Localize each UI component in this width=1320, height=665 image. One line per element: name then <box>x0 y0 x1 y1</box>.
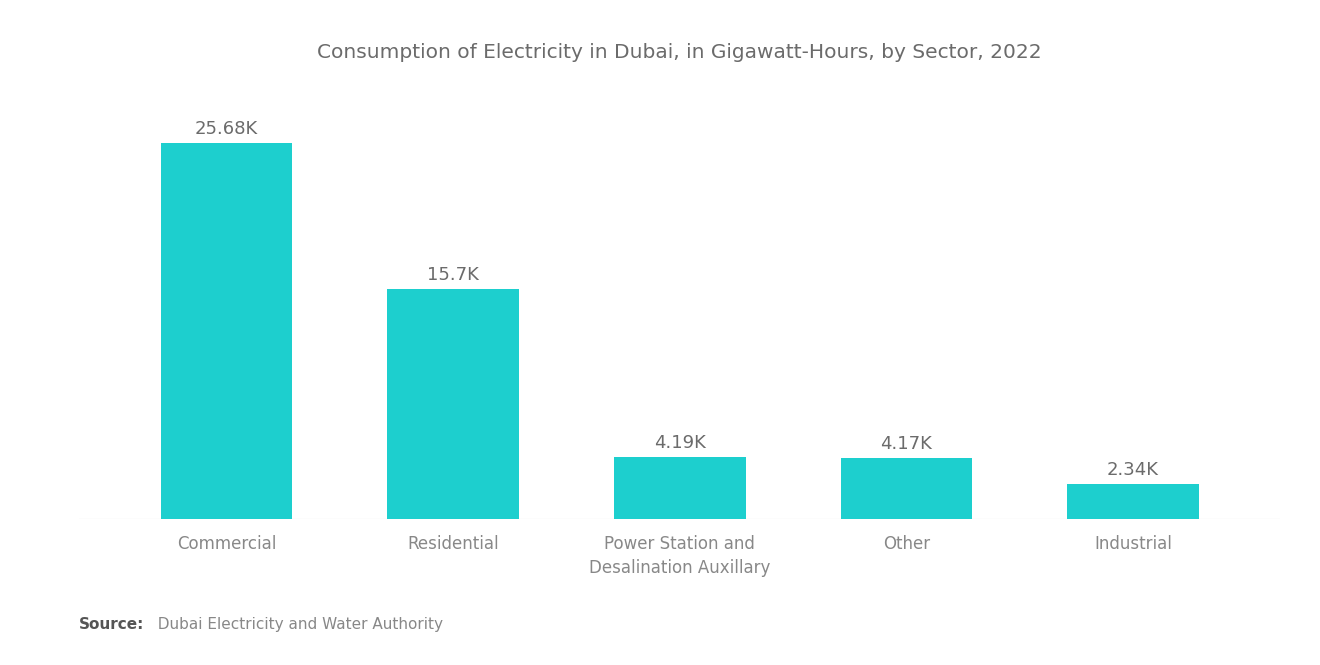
Title: Consumption of Electricity in Dubai, in Gigawatt-Hours, by Sector, 2022: Consumption of Electricity in Dubai, in … <box>318 43 1041 62</box>
Text: 4.17K: 4.17K <box>880 434 932 453</box>
Bar <box>161 143 292 519</box>
Bar <box>614 458 746 519</box>
Text: 2.34K: 2.34K <box>1107 462 1159 479</box>
Text: 4.19K: 4.19K <box>653 434 706 452</box>
Text: Source:: Source: <box>79 616 145 632</box>
Bar <box>388 289 519 519</box>
Text: Dubai Electricity and Water Authority: Dubai Electricity and Water Authority <box>148 616 442 632</box>
Text: 25.68K: 25.68K <box>195 120 259 138</box>
Text: 15.7K: 15.7K <box>428 266 479 284</box>
Bar <box>1068 485 1199 519</box>
Bar <box>841 458 972 519</box>
